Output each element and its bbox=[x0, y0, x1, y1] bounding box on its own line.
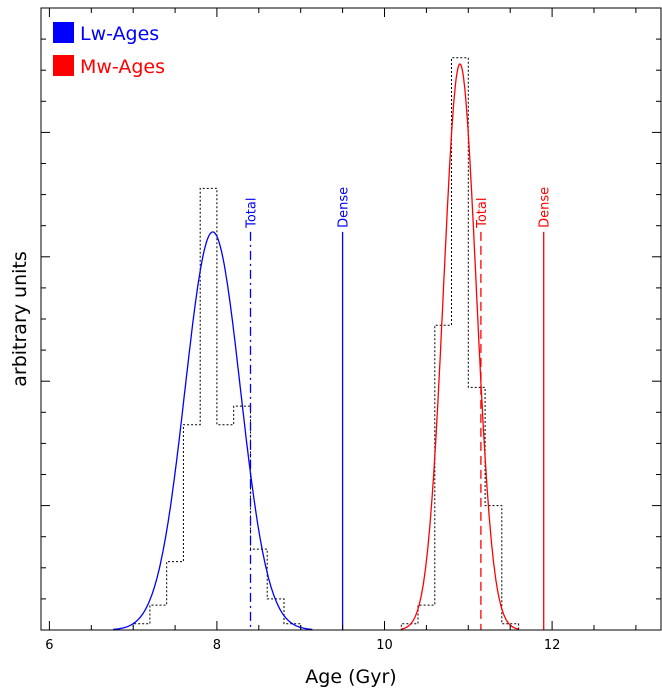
legend-swatch-lw-ages bbox=[53, 22, 74, 43]
gaussian-curve-lw-ages bbox=[113, 231, 313, 631]
marker-label-dense-lw-ages: Dense bbox=[337, 187, 352, 228]
x-tick-label: 8 bbox=[213, 638, 221, 653]
gaussian-curve-mw-ages bbox=[401, 63, 519, 630]
x-axis-ticks: 6 8 10 12 bbox=[45, 8, 637, 653]
y-axis-ticks bbox=[41, 38, 661, 600]
histograms bbox=[116, 57, 536, 631]
x-tick-label: 12 bbox=[544, 638, 561, 653]
plot-frame bbox=[40, 7, 662, 631]
gaussian-curves bbox=[113, 63, 519, 631]
legend-item-lw-ages: Lw-Ages bbox=[53, 22, 159, 45]
legend-item-mw-ages: Mw-Ages bbox=[53, 55, 165, 78]
legend-swatch-mw-ages bbox=[53, 55, 74, 76]
age-markers: Total Dense Total Dense bbox=[245, 187, 553, 630]
x-tick-label: 10 bbox=[376, 638, 393, 653]
x-axis-title: Age (Gyr) bbox=[305, 666, 396, 688]
legend: Lw-Ages Mw-Ages bbox=[53, 22, 165, 78]
histogram-mw-ages bbox=[384, 57, 536, 631]
histogram-lw-ages bbox=[116, 187, 302, 631]
legend-label-mw-ages: Mw-Ages bbox=[80, 56, 165, 78]
marker-label-total-lw-ages: Total bbox=[245, 198, 260, 229]
x-tick-label: 6 bbox=[45, 638, 53, 653]
marker-label-dense-mw-ages: Dense bbox=[538, 187, 553, 228]
marker-label-total-mw-ages: Total bbox=[475, 198, 490, 229]
y-axis-title: arbitrary units bbox=[9, 251, 31, 387]
legend-label-lw-ages: Lw-Ages bbox=[80, 23, 159, 45]
